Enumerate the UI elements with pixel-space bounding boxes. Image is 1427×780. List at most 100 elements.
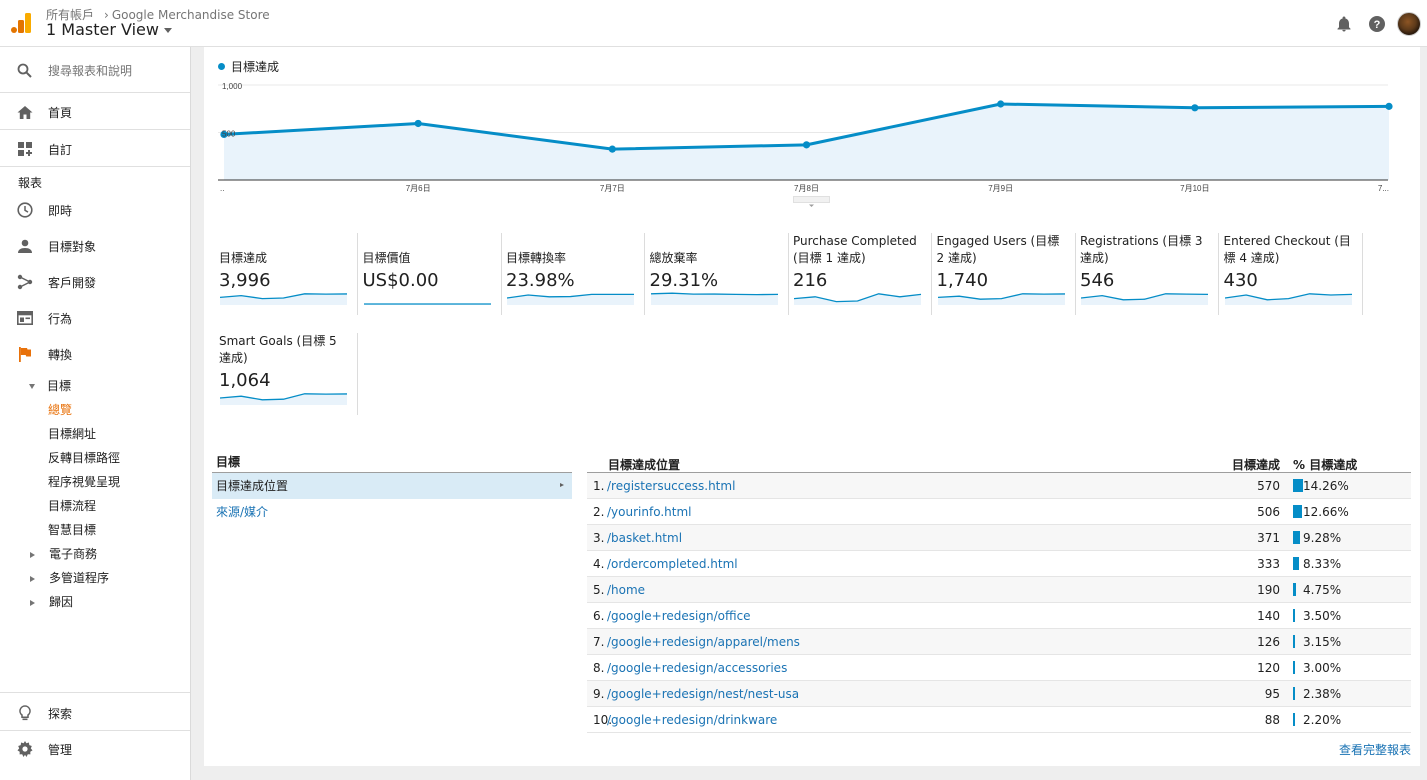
nav-goals-overview[interactable]: 總覽 [48,403,73,417]
row-index: 7. [593,635,605,649]
dimension-goal-location[interactable]: 目標達成位置 [212,473,572,499]
bell-icon[interactable] [1335,15,1353,33]
nav-conversions[interactable]: 轉換 [0,342,190,366]
nav-reverse-goal-path[interactable]: 反轉目標路徑 [48,451,121,465]
row-url-link[interactable]: /home [607,583,646,597]
nav-home[interactable]: 首頁 [0,100,190,124]
series-area [224,104,1389,180]
triangle-right-icon [560,483,564,487]
col-goal-location[interactable]: 目標達成位置 [608,458,681,472]
scorecard-label: 目標轉換率 [506,251,567,265]
data-point[interactable] [802,141,811,149]
table-row: 9./google+redesign/nest/nest-usa 95 2.38% [587,681,1411,707]
nav-goal-urls[interactable]: 目標網址 [48,427,97,441]
scorecard-label: Smart Goals (目標 5 達成) [219,334,337,365]
chart-collapse-handle[interactable] [793,196,830,207]
clock-icon [16,202,33,219]
col-goal-completions-pct[interactable]: % 目標達成 [1293,458,1358,472]
data-point[interactable] [414,119,422,128]
row-url-link[interactable]: /google+redesign/apparel/mens [607,635,800,649]
x-tick-label: 7月8日 [794,184,819,193]
table-row: 4./ordercompleted.html 333 8.33% [587,551,1411,577]
nav-discover-label: 探索 [48,706,73,721]
y-tick-label: 1,000 [222,82,243,91]
row-completions: 371 [1257,531,1280,545]
row-pct-bar [1293,609,1296,622]
sparkline-area [1224,293,1352,305]
data-point[interactable] [608,145,616,153]
row-pct: 12.66% [1303,505,1349,519]
sparkline-area [507,294,634,305]
sparkline [937,293,1065,305]
nav-discover[interactable]: 探索 [0,701,190,725]
scorecard[interactable]: Smart Goals (目標 5 達成) 1,064 [219,333,358,415]
nav-realtime-label: 即時 [48,203,73,218]
row-index: 10. [593,713,613,727]
row-url-link[interactable]: /basket.html [607,531,683,545]
x-tick-label: 7... [1378,184,1389,193]
analytics-logo[interactable] [10,12,32,34]
row-url-link[interactable]: /google+redesign/drinkware [607,713,778,727]
nav-audience[interactable]: 目標對象 [0,234,190,258]
scorecard[interactable]: Entered Checkout (目標 4 達成) 430 [1224,233,1363,315]
col-goal-completions[interactable]: 目標達成 [1231,458,1280,472]
svg-text:?: ? [1374,19,1381,31]
triangle-right-icon [30,551,35,558]
help-icon[interactable]: ? [1368,15,1386,33]
table-row: 8./google+redesign/accessories 120 3.00% [587,655,1411,681]
row-url-link[interactable]: /google+redesign/accessories [607,661,788,675]
breadcrumb[interactable]: 所有帳戶 › Google Merchandise Store [46,6,270,23]
scorecard[interactable]: Engaged Users (目標 2 達成) 1,740 [937,233,1076,315]
home-icon [16,104,33,121]
nav-ecommerce[interactable]: 電子商務 [30,545,97,562]
nav-smart-goals[interactable]: 智慧目標 [48,523,97,537]
row-url-link[interactable]: /yourinfo.html [607,505,692,519]
avatar[interactable] [1397,12,1421,36]
nav-realtime[interactable]: 即時 [0,198,190,222]
row-index: 3. [593,531,605,545]
chart-legend[interactable]: 目標達成 [218,58,279,75]
breadcrumb-property[interactable]: Google Merchandise Store [111,8,270,22]
scorecard-label: Engaged Users (目標 2 達成) [936,234,1060,265]
scorecard[interactable]: 目標達成 3,996 [219,233,358,315]
row-url-link[interactable]: /registersuccess.html [607,479,736,493]
row-pct: 2.38% [1303,687,1342,701]
x-tick-label: 7月9日 [988,184,1013,193]
breadcrumb-account[interactable]: 所有帳戶 [46,8,95,22]
nav-funnel-visualization[interactable]: 程序視覺呈現 [48,475,121,489]
view-selector[interactable]: 1 Master View [46,20,172,39]
row-url-link[interactable]: /google+redesign/office [607,609,751,623]
nav-customize[interactable]: 自訂 [0,137,190,161]
nav-multichannel[interactable]: 多管道程序 [30,569,109,586]
nav-acquisition[interactable]: 客戶開發 [0,270,190,294]
nav-attribution-label: 歸因 [49,595,74,609]
scorecard-value: 23.98% [506,270,575,291]
data-point[interactable] [220,130,228,138]
row-url-link[interactable]: /ordercompleted.html [607,557,738,571]
scorecard[interactable]: Purchase Completed (目標 1 達成) 216 [793,233,932,315]
nav-admin[interactable]: 管理 [0,737,190,761]
scorecard-value: 29.31% [649,270,719,291]
goal-completions-chart[interactable]: 1,000 500.. 7月6日 7月7日 7月8日 7月9日 7月10日 7... [218,80,1398,196]
sparkline [1081,293,1209,305]
triangle-down-icon [29,384,35,389]
data-point[interactable] [1191,104,1199,112]
search-box[interactable]: 搜尋報表和說明 [0,58,190,82]
y-tick-label: 500 [222,130,236,139]
row-url-link[interactable]: /google+redesign/nest/nest-usa [607,687,800,701]
scorecard[interactable]: 總放棄率 29.31% [650,233,789,315]
dimension-source-medium[interactable]: 來源/媒介 [216,505,269,519]
nav-goals[interactable]: 目標 [29,377,71,394]
data-point[interactable] [997,100,1005,108]
data-point[interactable] [1385,102,1393,110]
view-full-report-link[interactable]: 查看完整報表 [1338,743,1411,757]
nav-goal-flow[interactable]: 目標流程 [48,499,97,513]
row-completions: 126 [1257,635,1280,649]
scorecard[interactable]: Registrations (目標 3 達成) 546 [1080,233,1219,315]
table-row: 5./home 190 4.75% [587,577,1411,603]
scorecard[interactable]: 目標價值 US$0.00 [363,233,502,315]
nav-behavior[interactable]: 行為 [0,306,190,330]
nav-attribution[interactable]: 歸因 [30,593,73,610]
scorecard[interactable]: 目標轉換率 23.98% [506,233,645,315]
nav-admin-label: 管理 [48,742,73,757]
